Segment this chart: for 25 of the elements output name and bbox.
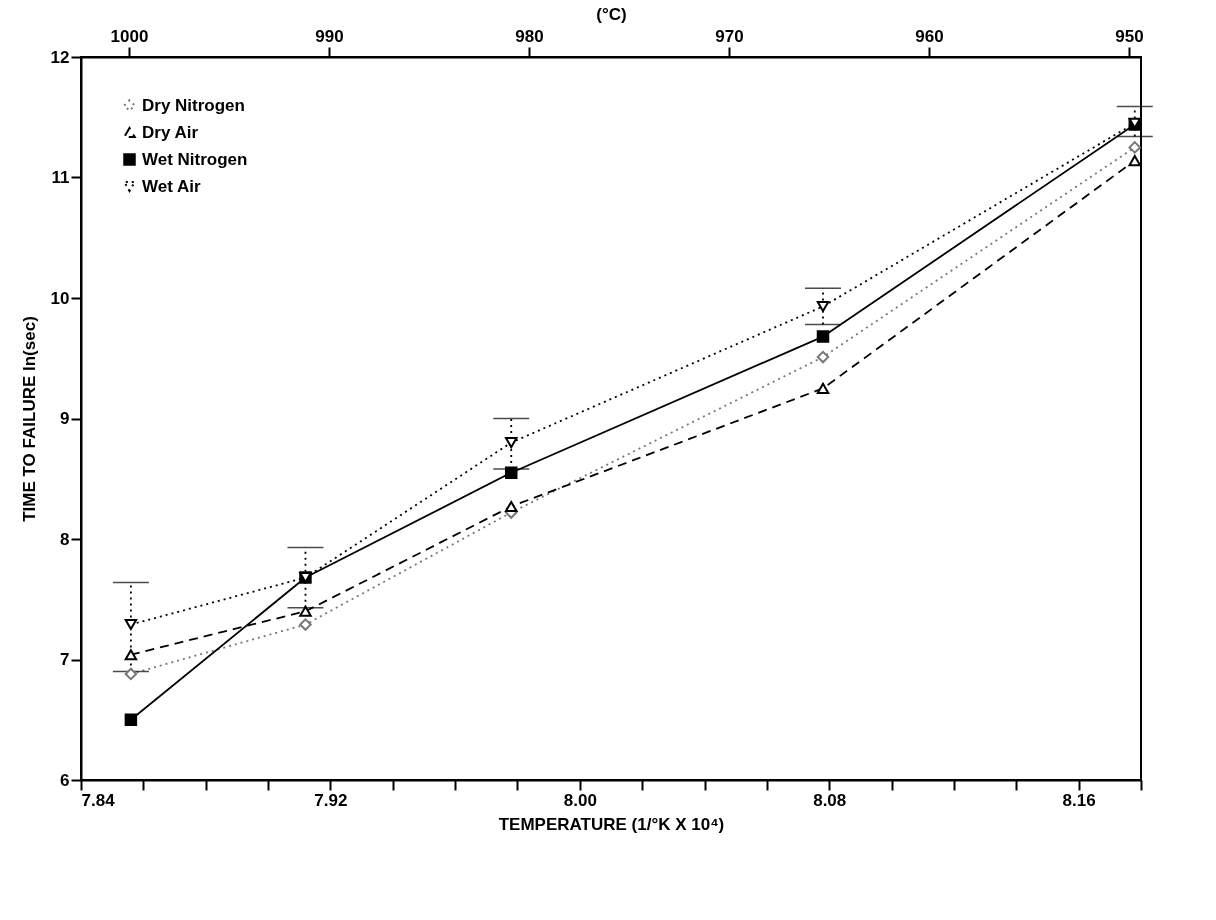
y-tick-label: 6 — [60, 770, 70, 790]
y-tick-label: 8 — [60, 529, 70, 549]
y-tick-label: 9 — [60, 409, 70, 428]
y-tick-label: 7 — [60, 650, 70, 669]
legend-label: Dry Air — [142, 122, 199, 142]
x-tick-label: 8.16 — [1062, 790, 1096, 810]
legend-label: Wet Nitrogen — [142, 149, 248, 169]
x2-tick-label: 1000 — [110, 26, 149, 46]
y-tick-label: 10 — [50, 288, 70, 308]
y-axis-title: TIME TO FAILURE ln(sec) — [19, 316, 39, 522]
x-axis-title: TEMPERATURE (1/°K X 10⁴) — [498, 814, 725, 834]
x2-tick-label: 980 — [515, 26, 544, 46]
legend-label: Wet Air — [142, 176, 201, 196]
x-tick-label: 8.08 — [813, 790, 847, 810]
x-tick-label: 8.00 — [563, 790, 597, 810]
x2-tick-label: 990 — [315, 26, 344, 46]
x2-tick-label: 950 — [1115, 26, 1144, 46]
y-tick-label: 11 — [51, 168, 70, 187]
x-tick-label: 7.84 — [81, 790, 116, 810]
legend-label: Dry Nitrogen — [142, 95, 245, 115]
x2-axis-title: (°C) — [596, 4, 627, 24]
y-tick-label: 12 — [50, 47, 70, 67]
x-tick-label: 7.92 — [314, 790, 348, 810]
x2-tick-label: 970 — [715, 26, 744, 46]
x2-tick-label: 960 — [915, 26, 944, 46]
